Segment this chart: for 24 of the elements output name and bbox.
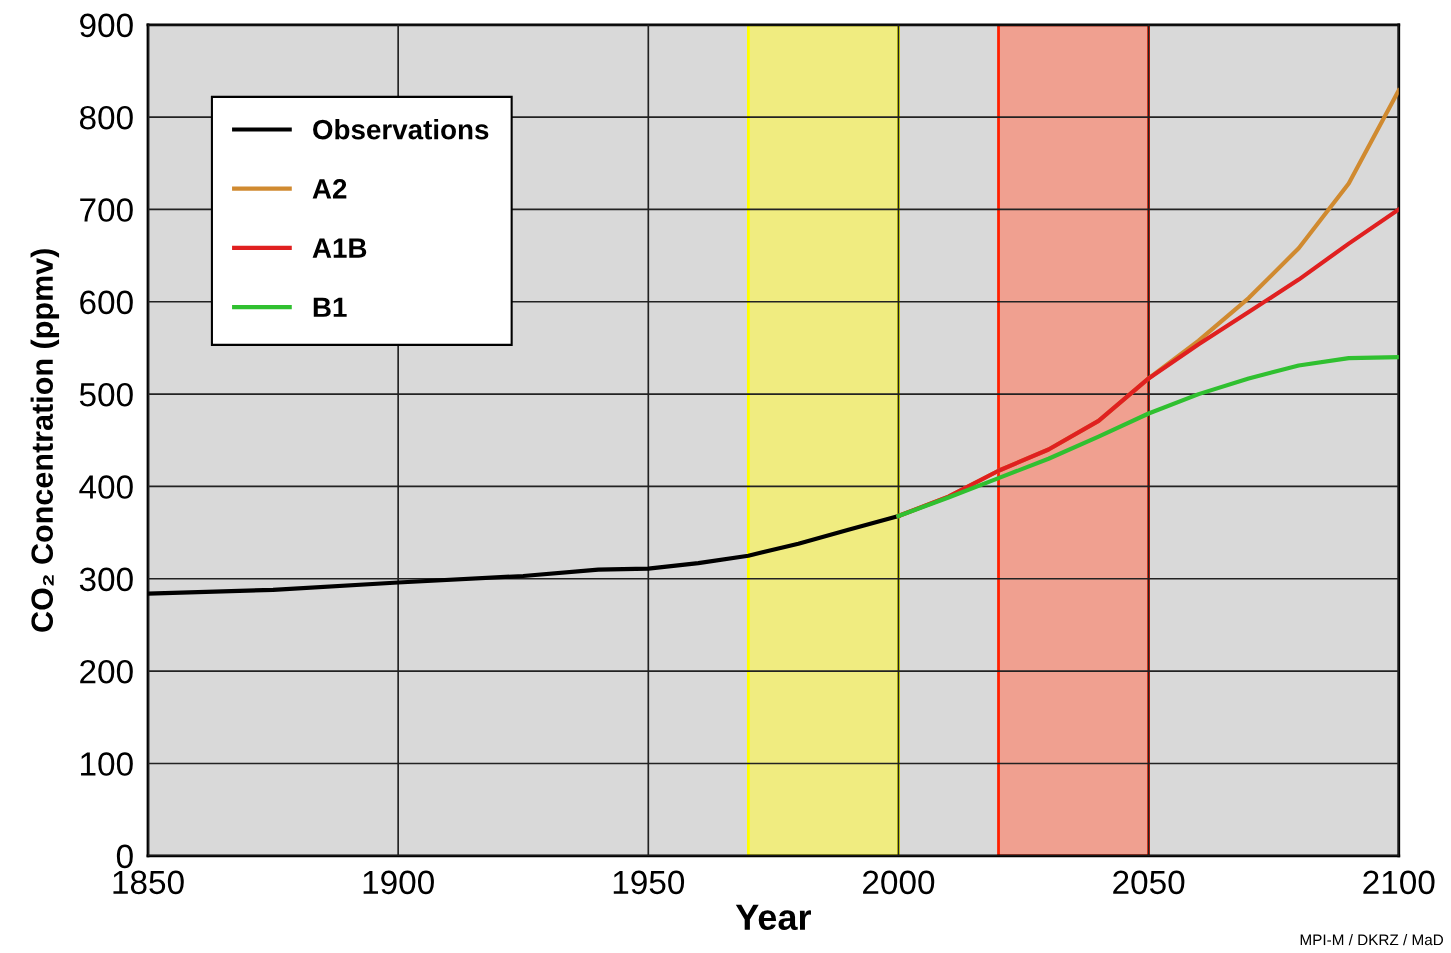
- y-tick-label: 100: [81, 752, 133, 776]
- x-tick-label: 1850: [113, 870, 184, 895]
- y-tick-label: 700: [80, 198, 133, 222]
- x-tick-label: 2000: [863, 870, 935, 895]
- legend-label: A1B: [312, 238, 367, 258]
- y-tick-label: 400: [79, 475, 133, 499]
- x-axis-title: Year: [735, 904, 811, 931]
- y-tick-label: 800: [79, 105, 133, 130]
- x-tick-label: 1950: [613, 870, 685, 895]
- legend-label: Observations: [313, 119, 489, 140]
- x-tick-label: 2100: [1363, 870, 1435, 895]
- y-tick-label: 600: [80, 290, 133, 315]
- legend-label: B1: [313, 297, 347, 317]
- y-tick-label: 200: [80, 659, 133, 684]
- y-tick-label: 300: [79, 567, 133, 592]
- legend-label: A2: [312, 179, 347, 199]
- y-tick-label: 900: [80, 13, 133, 38]
- text: MPI-M / DKRZ / MaD: [1300, 933, 1444, 946]
- y-tick-label: 500: [79, 382, 133, 407]
- x-tick-label: 1900: [363, 870, 434, 895]
- y-axis-title: CO₂ Concentration (ppmv): [30, 249, 60, 632]
- x-tick-label: 2050: [1113, 870, 1185, 895]
- y-tick-label: 0: [116, 844, 133, 869]
- line-series: [896, 355, 1399, 519]
